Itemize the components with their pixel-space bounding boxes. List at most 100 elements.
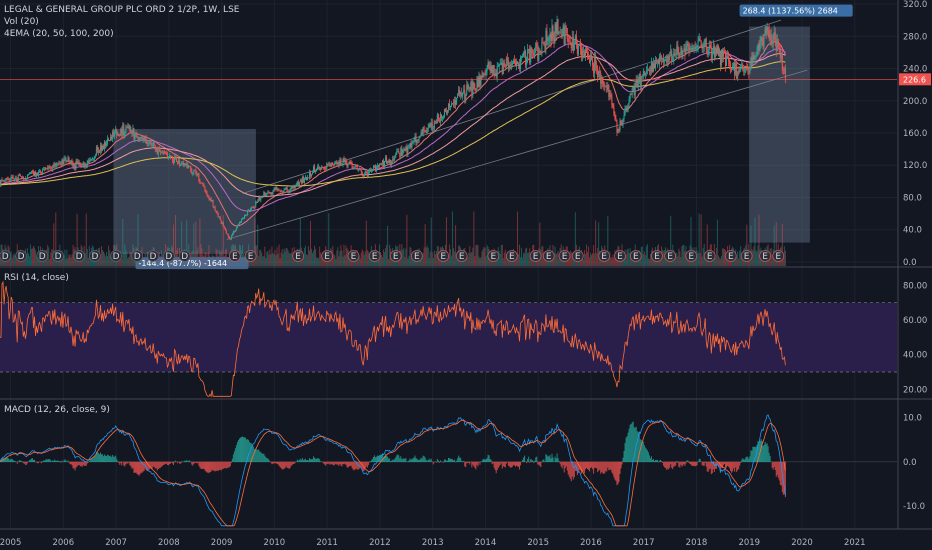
- macd-histogram-bar: [234, 448, 236, 463]
- candle-body: [77, 161, 79, 163]
- candle-body: [565, 26, 567, 29]
- earnings-marker-label: E: [775, 252, 781, 262]
- macd-histogram-bar: [687, 460, 689, 463]
- macd-histogram-bar: [505, 461, 507, 464]
- macd-histogram-bar: [391, 460, 393, 463]
- candle-body: [292, 186, 294, 188]
- candle-body: [45, 168, 47, 171]
- volume-legend[interactable]: Vol (20): [4, 17, 39, 27]
- macd-histogram-bar: [111, 457, 113, 463]
- volume-bar: [476, 244, 478, 266]
- macd-histogram-bar: [180, 461, 182, 464]
- macd-histogram-bar: [628, 428, 630, 463]
- candle-body: [761, 37, 763, 41]
- macd-histogram-bar: [276, 461, 278, 464]
- macd-histogram-bar: [132, 461, 134, 468]
- macd-histogram-bar: [177, 461, 179, 464]
- macd-histogram-bar: [751, 450, 753, 463]
- macd-histogram-bar: [135, 461, 137, 473]
- macd-histogram-bar: [43, 460, 45, 463]
- candle-body: [264, 192, 266, 196]
- candle-body: [188, 166, 190, 169]
- volume-bar: [310, 221, 311, 266]
- volume-bar: [461, 257, 463, 266]
- candle-body: [659, 56, 661, 64]
- candle-body: [572, 37, 574, 51]
- macd-histogram-bar: [274, 461, 276, 464]
- candle-body: [64, 158, 66, 160]
- macd-histogram-bar: [583, 461, 585, 474]
- candle-body: [460, 92, 462, 96]
- candle-body: [515, 61, 517, 66]
- range-annotation-label-bg: [739, 4, 853, 17]
- macd-histogram-bar: [78, 461, 80, 466]
- candle-body: [25, 178, 27, 180]
- ema-legend[interactable]: 4EMA (20, 50, 100, 200): [4, 29, 114, 39]
- macd-histogram-bar: [666, 461, 668, 470]
- volume-bar: [48, 247, 50, 266]
- volume-bar: [321, 257, 323, 266]
- candle-body: [611, 96, 613, 106]
- candle-body: [138, 137, 140, 141]
- macd-histogram-bar: [685, 461, 687, 464]
- macd-histogram-bar: [277, 461, 279, 465]
- macd-histogram-bar: [548, 456, 550, 463]
- volume-bar: [32, 246, 34, 266]
- candle-body: [177, 161, 179, 164]
- volume-bar: [409, 246, 411, 266]
- candle-body: [484, 74, 486, 76]
- candle-body: [244, 215, 246, 219]
- candle-body: [599, 71, 601, 73]
- macd-histogram-bar: [302, 459, 304, 463]
- candle-body: [435, 121, 437, 124]
- candle-body: [550, 33, 552, 42]
- macd-histogram-bar: [438, 461, 440, 463]
- macd-histogram-bar: [533, 461, 535, 464]
- volume-bar: [344, 255, 346, 266]
- candle-body: [251, 206, 253, 209]
- volume-bar: [425, 247, 427, 266]
- macd-histogram-bar: [529, 461, 531, 463]
- price-axis-tick: 120.0: [903, 161, 927, 171]
- candle-body: [272, 190, 274, 194]
- candle-body: [448, 103, 449, 111]
- macd-legend[interactable]: MACD (12, 26, close, 9): [4, 405, 110, 415]
- candle-body: [454, 100, 456, 105]
- volume-bar: [29, 244, 31, 266]
- macd-histogram-bar: [604, 461, 606, 474]
- candle-body: [286, 187, 288, 192]
- macd-histogram-bar: [98, 454, 100, 463]
- macd-histogram-bar: [769, 456, 771, 463]
- candle-body: [679, 55, 681, 59]
- volume-bar: [261, 252, 263, 266]
- rsi-legend[interactable]: RSI (14, close): [4, 273, 69, 283]
- candle-body: [98, 151, 100, 153]
- candle-body: [419, 136, 421, 138]
- candle-body: [329, 164, 331, 167]
- macd-histogram-bar: [746, 456, 748, 463]
- symbol-title[interactable]: LEGAL & GENERAL GROUP PLC ORD 2 1/2P, 1W…: [4, 5, 240, 15]
- candle-body: [235, 227, 237, 230]
- candle-body: [369, 170, 371, 172]
- macd-histogram-bar: [314, 457, 316, 463]
- macd-histogram-bar: [120, 461, 122, 464]
- candle-body: [477, 78, 479, 88]
- candle-body: [123, 124, 125, 136]
- candle-body: [396, 151, 398, 155]
- macd-histogram-bar: [6, 457, 8, 463]
- candle-body: [341, 164, 343, 166]
- candle-body: [544, 44, 546, 49]
- macd-histogram-bar: [87, 461, 89, 463]
- candle-body: [653, 63, 655, 68]
- volume-bar: [607, 215, 609, 266]
- candle-body: [400, 148, 402, 157]
- candle-body: [421, 132, 423, 135]
- candle-body: [764, 28, 766, 36]
- volume-bar: [471, 252, 473, 266]
- candle-body: [409, 143, 411, 147]
- candle-body: [219, 216, 221, 221]
- volume-bar: [68, 255, 70, 266]
- candle-body: [19, 174, 21, 177]
- volume-bar: [612, 254, 614, 266]
